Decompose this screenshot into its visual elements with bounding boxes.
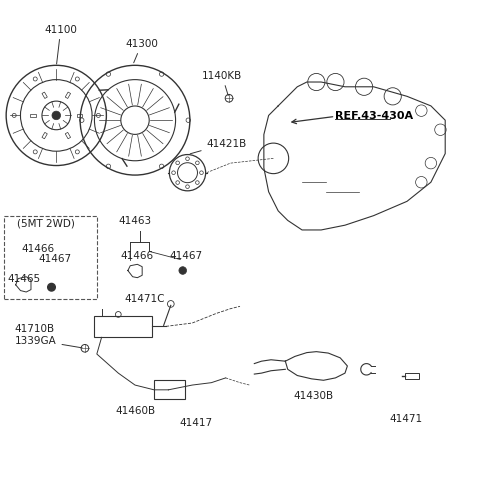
Circle shape [48,284,55,291]
Circle shape [52,112,60,120]
Bar [42,133,48,140]
Bar [405,373,419,379]
Text: 41430B: 41430B [294,390,334,400]
Text: 41467: 41467 [38,253,72,263]
Text: 41471: 41471 [389,414,422,423]
Text: 41710B: 41710B [15,323,55,333]
Bar [65,93,71,99]
Text: 1140KB: 1140KB [202,71,242,96]
Bar [42,93,48,99]
Circle shape [179,267,187,275]
Text: 41421B: 41421B [190,139,247,155]
Text: 41417: 41417 [180,417,213,427]
Text: 41463: 41463 [118,216,151,226]
Bar [77,115,83,118]
Text: 41465: 41465 [7,273,40,283]
Text: 1339GA: 1339GA [15,336,82,348]
Text: 41466: 41466 [22,243,55,253]
Text: 41460B: 41460B [115,405,155,415]
Text: 41300: 41300 [125,39,158,64]
Text: 41471C: 41471C [124,293,165,303]
Text: 41466: 41466 [120,251,154,261]
Bar [30,115,36,118]
Bar [95,316,152,337]
Text: 41100: 41100 [44,25,77,65]
Bar [65,133,71,140]
Text: (5MT 2WD): (5MT 2WD) [17,218,75,228]
Text: 41467: 41467 [170,251,203,261]
Text: REF.43-430A: REF.43-430A [336,111,414,121]
Bar [154,381,185,399]
